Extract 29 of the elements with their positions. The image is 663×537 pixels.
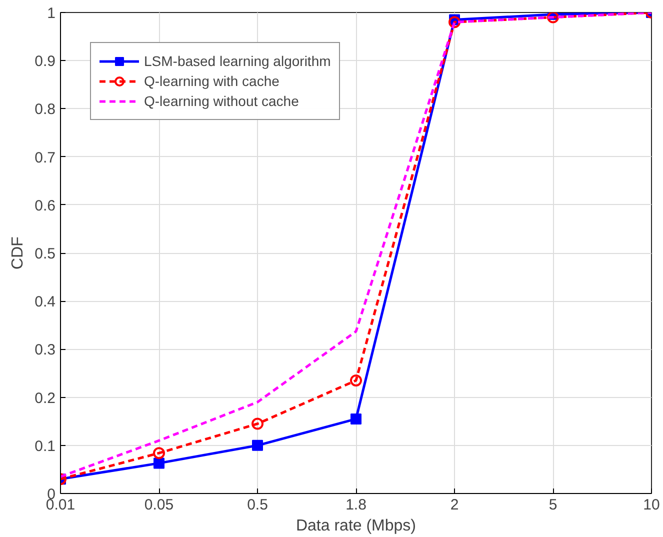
- y-tick-label: 0.9: [34, 53, 56, 70]
- legend-label: Q-learning with cache: [144, 73, 280, 89]
- point: [547, 12, 559, 24]
- y-tick-label: 0.6: [34, 197, 56, 214]
- point: [153, 447, 165, 460]
- y-tick-label: 1: [47, 5, 56, 22]
- x-axis-title: Data rate (Mbps): [296, 518, 416, 534]
- y-tick-label: 0.8: [34, 101, 56, 118]
- x-tick-label: 2: [450, 496, 459, 514]
- legend-label: Q-learning without cache: [144, 93, 299, 109]
- x-tick-label: 0.5: [247, 496, 268, 514]
- y-tick-label: 0.3: [34, 342, 56, 359]
- y-axis-title: CDF: [10, 236, 27, 270]
- y-tick-label: 0.5: [34, 246, 56, 262]
- y-tick-label: 0.7: [34, 149, 56, 166]
- point: [252, 440, 263, 451]
- legend-label: LSM-based learning algorithm: [144, 53, 331, 69]
- point: [252, 418, 264, 430]
- y-tick-label: 0.4: [34, 294, 56, 311]
- point: [350, 413, 362, 424]
- x-tick-label: 1.8: [346, 496, 366, 514]
- x-tick-label: 10: [643, 496, 660, 514]
- x-tick-label: 5: [548, 496, 558, 514]
- point: [350, 374, 362, 386]
- point: [448, 16, 460, 28]
- y-tick-label: 0.1: [34, 438, 56, 455]
- x-tick-label: 0.05: [144, 496, 174, 514]
- y-tick-label: 0.2: [34, 390, 56, 407]
- point: [154, 458, 164, 469]
